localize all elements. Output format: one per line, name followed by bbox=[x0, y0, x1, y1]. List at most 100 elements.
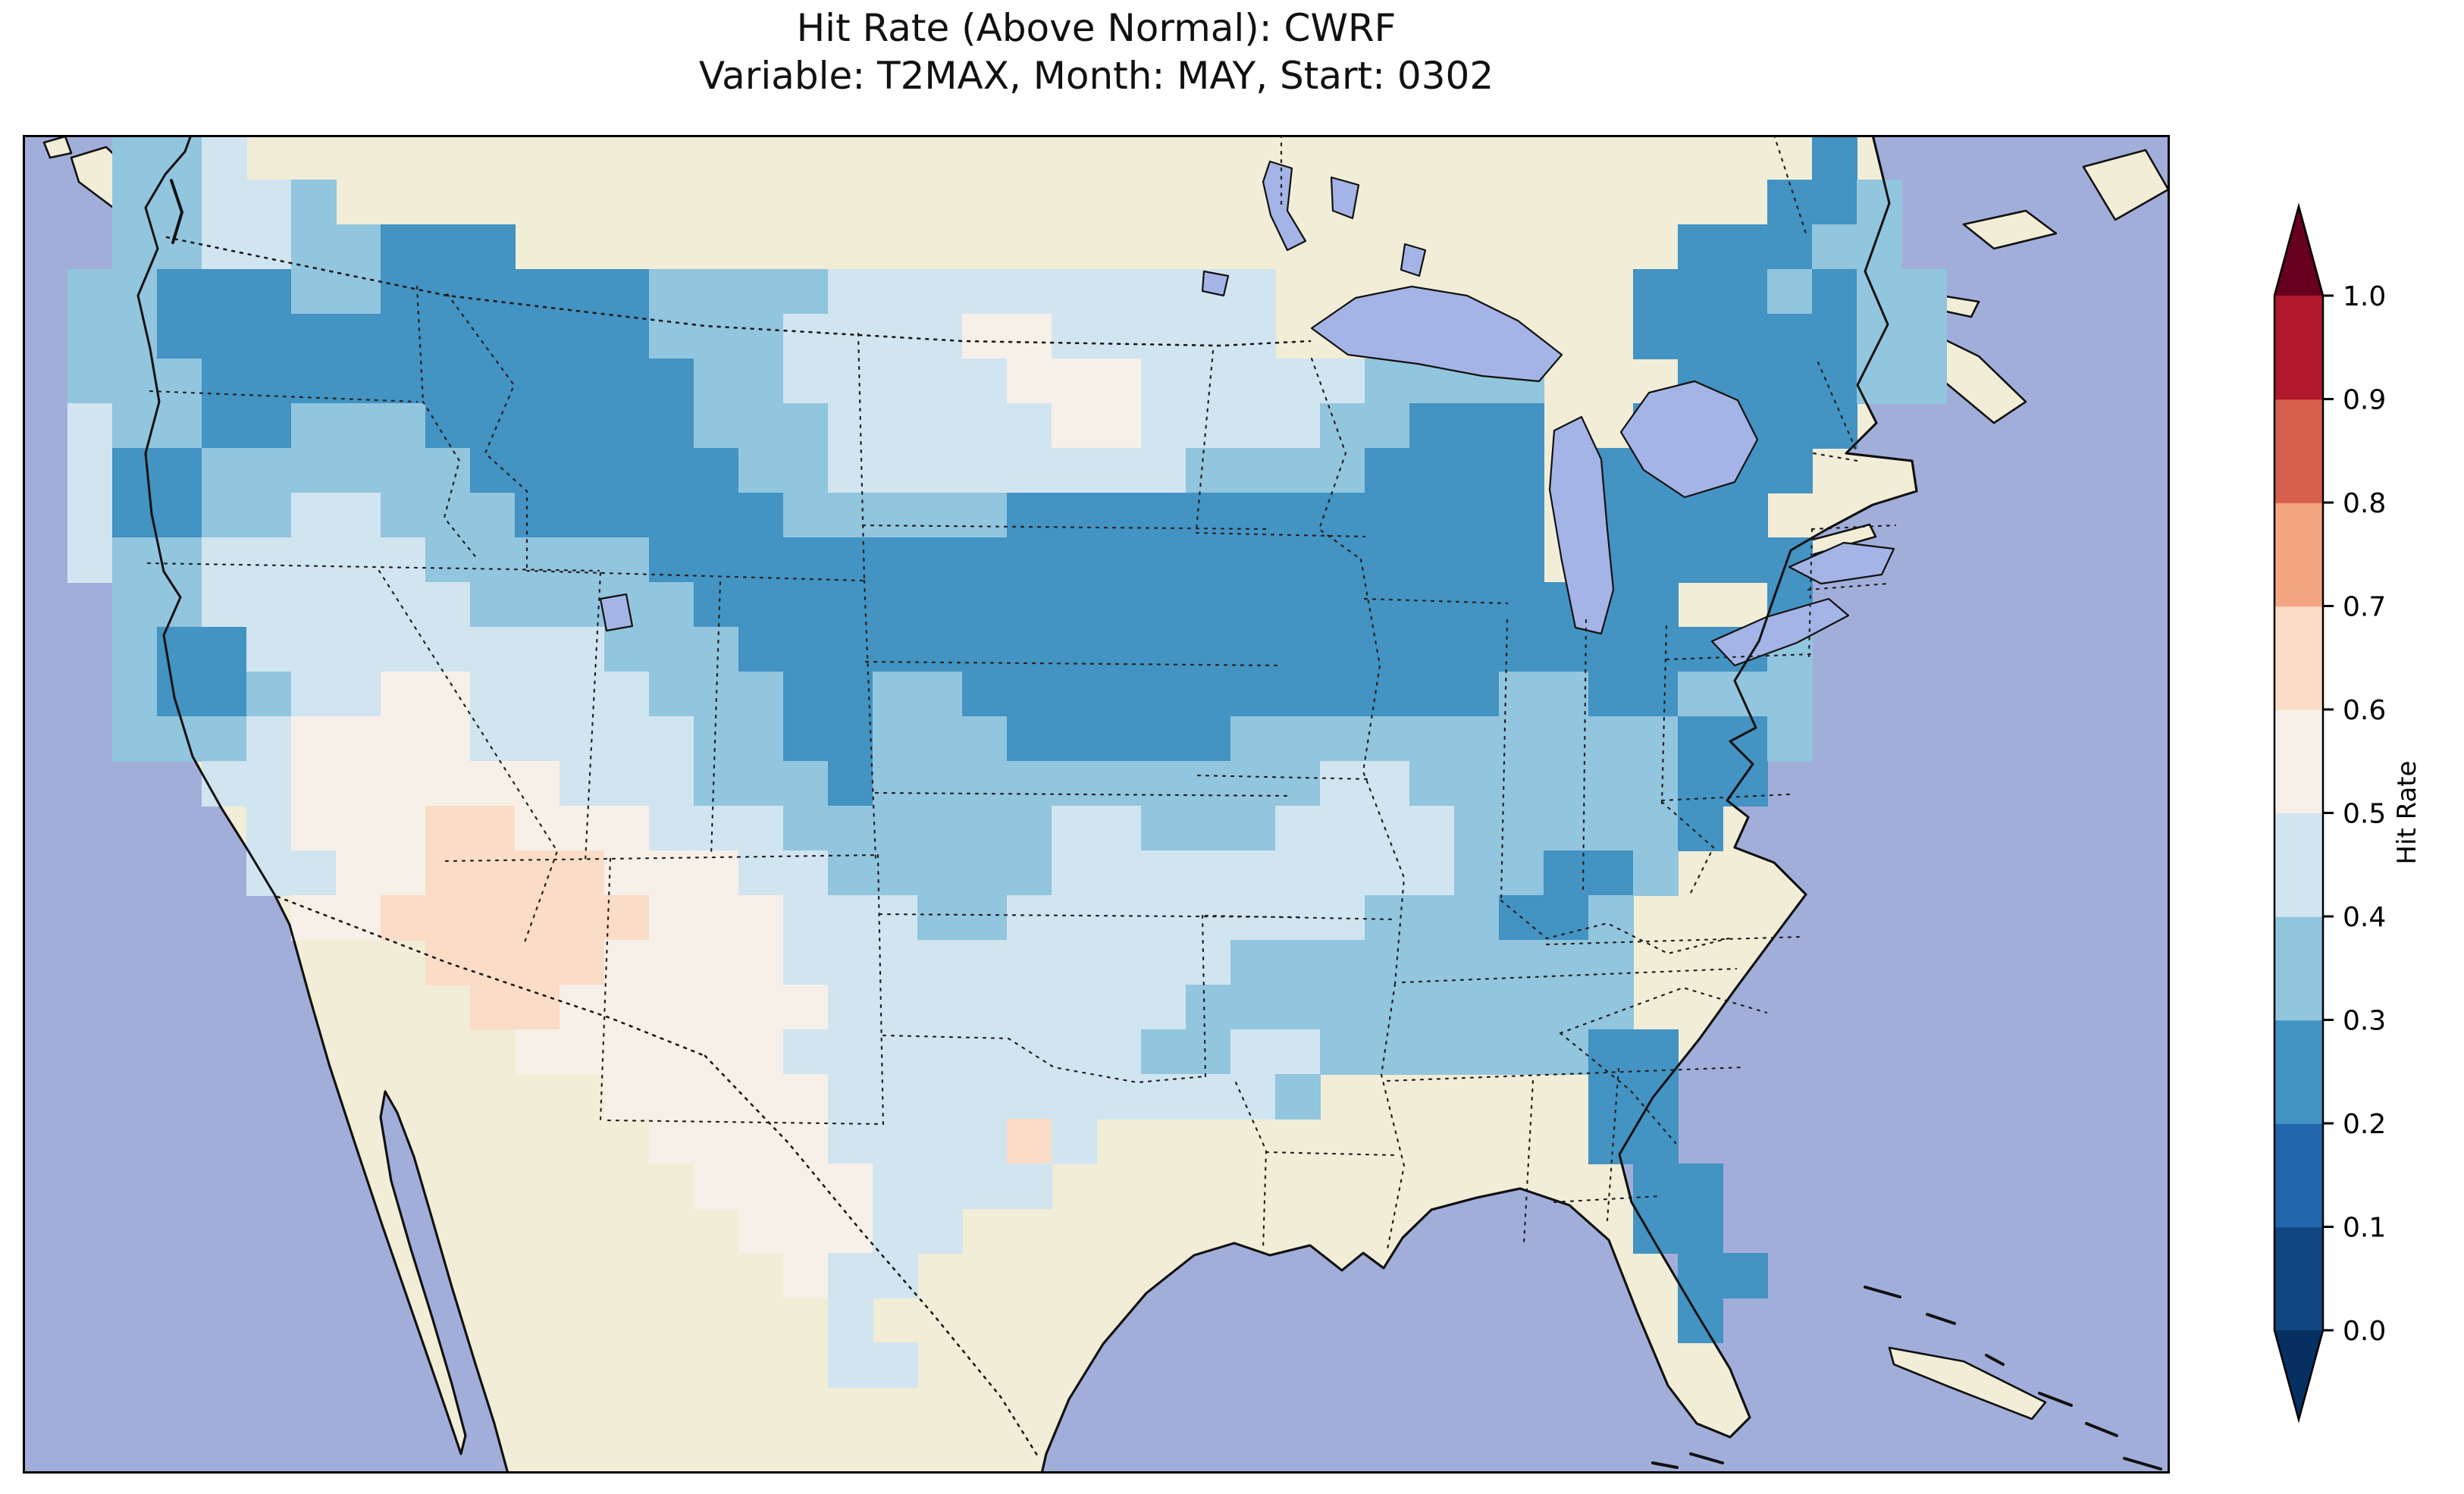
heatmap-cell bbox=[1767, 359, 1813, 404]
heatmap-cell bbox=[783, 716, 829, 762]
heatmap-cell bbox=[1141, 493, 1187, 538]
heatmap-cell bbox=[1096, 850, 1142, 896]
great-salt-lake bbox=[599, 593, 634, 632]
heatmap-cell bbox=[560, 582, 605, 628]
heatmap-cell bbox=[1275, 359, 1321, 404]
heatmap-cell bbox=[291, 761, 337, 807]
heatmap-cell bbox=[1588, 627, 1634, 672]
heatmap-cell bbox=[917, 403, 963, 449]
heatmap-cell bbox=[157, 224, 202, 270]
heatmap-cell bbox=[1499, 537, 1544, 583]
heatmap-cell bbox=[1052, 582, 1097, 628]
heatmap-cell bbox=[694, 493, 739, 538]
heatmap-cell bbox=[828, 672, 873, 717]
heatmap-cell bbox=[560, 537, 605, 583]
heatmap-cell bbox=[381, 359, 426, 404]
lake-superior bbox=[1310, 285, 1563, 383]
heatmap-cell bbox=[1320, 806, 1365, 851]
heatmap-cell bbox=[1409, 850, 1455, 896]
heatmap-cell bbox=[1186, 716, 1231, 762]
heatmap-cell bbox=[1544, 940, 1589, 985]
heatmap-cell bbox=[649, 582, 694, 628]
heatmap-cell bbox=[649, 716, 694, 762]
heatmap-cell bbox=[783, 761, 829, 807]
heatmap-cell bbox=[425, 716, 471, 762]
heatmap-cell bbox=[1365, 761, 1410, 807]
heatmap-cell bbox=[1186, 537, 1231, 583]
heatmap-cell bbox=[560, 269, 605, 315]
heatmap-cell bbox=[1365, 537, 1410, 583]
heatmap-cell bbox=[1275, 403, 1321, 449]
heatmap-cell bbox=[1007, 582, 1052, 628]
heatmap-cell bbox=[962, 806, 1008, 851]
heatmap-cell bbox=[560, 940, 605, 985]
heatmap-cell bbox=[1767, 448, 1813, 493]
heatmap-cell bbox=[1901, 359, 1947, 404]
heatmap-cell bbox=[246, 493, 292, 538]
heatmap-cell bbox=[246, 761, 292, 807]
heatmap-cell bbox=[783, 672, 829, 717]
heatmap-cell bbox=[1186, 895, 1231, 941]
heatmap-cell bbox=[425, 493, 471, 538]
heatmap-cell bbox=[1141, 448, 1187, 493]
heatmap-cell bbox=[873, 985, 918, 1030]
heatmap-cell bbox=[1096, 1029, 1142, 1075]
heatmap-cell bbox=[1096, 940, 1142, 985]
heatmap-cell bbox=[1186, 985, 1231, 1030]
heatmap-cell bbox=[873, 582, 918, 628]
heatmap-cell bbox=[738, 761, 784, 807]
heatmap-cell bbox=[1007, 493, 1052, 538]
heatmap-cell bbox=[560, 359, 605, 404]
colorbar-segment bbox=[2274, 503, 2323, 607]
heatmap-cell bbox=[515, 940, 560, 985]
heatmap-cell bbox=[873, 850, 918, 896]
heatmap-cell bbox=[783, 895, 829, 941]
heatmap-cell bbox=[1186, 448, 1231, 493]
heatmap-cell bbox=[1230, 403, 1276, 449]
heatmap-cell bbox=[560, 314, 605, 359]
heatmap-cell bbox=[738, 1208, 784, 1254]
heatmap-cell bbox=[1544, 985, 1589, 1030]
heatmap-cell bbox=[1230, 672, 1276, 717]
heatmap-cell bbox=[470, 806, 516, 851]
heatmap-cell bbox=[67, 314, 113, 359]
heatmap-cell bbox=[873, 627, 918, 672]
heatmap-cell bbox=[649, 1029, 694, 1075]
heatmap-cell bbox=[112, 180, 158, 225]
heatmap-cell bbox=[917, 627, 963, 672]
heatmap-cell bbox=[873, 403, 918, 449]
heatmap-cell bbox=[1588, 761, 1634, 807]
heatmap-cell bbox=[1230, 448, 1276, 493]
heatmap-cell bbox=[1096, 314, 1142, 359]
heatmap-cell bbox=[604, 850, 650, 896]
heatmap-cell bbox=[1723, 1253, 1768, 1298]
heatmap-cell bbox=[1812, 269, 1857, 315]
heatmap-cell bbox=[112, 135, 158, 180]
heatmap-cell bbox=[1230, 537, 1276, 583]
heatmap-cell bbox=[112, 269, 158, 315]
heatmap-cell bbox=[1499, 403, 1544, 449]
heatmap-cell bbox=[1052, 850, 1097, 896]
heatmap-cell bbox=[873, 1342, 918, 1388]
heatmap-cell bbox=[112, 403, 158, 449]
heatmap-cell bbox=[1678, 1253, 1723, 1298]
heatmap-cell bbox=[157, 672, 202, 717]
heatmap-cell bbox=[336, 806, 381, 851]
heatmap-cell bbox=[649, 627, 694, 672]
heatmap-cell bbox=[425, 627, 471, 672]
heatmap-cell bbox=[470, 403, 516, 449]
heatmap-cell bbox=[1320, 359, 1365, 404]
heatmap-cell bbox=[1678, 493, 1723, 538]
heatmap-cell bbox=[917, 314, 963, 359]
heatmap-cell bbox=[560, 448, 605, 493]
heatmap-cell bbox=[1544, 716, 1589, 762]
heatmap-cell bbox=[1767, 672, 1813, 717]
heatmap-cell bbox=[917, 582, 963, 628]
colorbar-tick-label: 0.3 bbox=[2343, 1006, 2386, 1037]
heatmap-cell bbox=[336, 493, 381, 538]
heatmap-cell bbox=[1186, 493, 1231, 538]
heatmap-cell bbox=[1544, 806, 1589, 851]
heatmap-cell bbox=[604, 716, 650, 762]
heatmap-cell bbox=[1409, 672, 1455, 717]
heatmap-cell bbox=[873, 359, 918, 404]
